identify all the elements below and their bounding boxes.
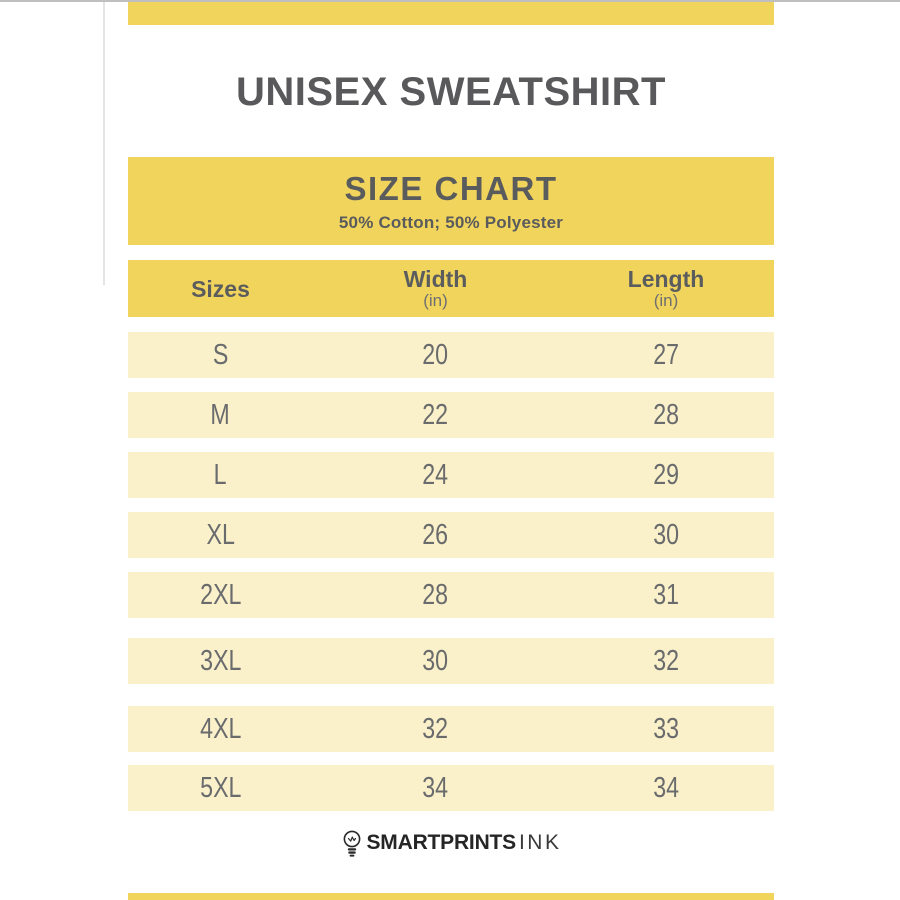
photo-edge-left-line (103, 2, 105, 285)
size-label: XL (206, 518, 235, 551)
length-header-label: Length (627, 266, 705, 292)
size-label: M (210, 398, 231, 431)
brand-name-light: INK (518, 831, 562, 854)
width-value: 26 (422, 518, 449, 551)
table-row: L 24 29 (128, 452, 774, 498)
width-unit-label: (in) (423, 291, 448, 310)
size-label: 4XL (199, 712, 242, 745)
table-row: 4XL 32 33 (128, 706, 774, 752)
lightbulb-icon (341, 829, 363, 858)
product-title: UNISEX SWEATSHIRT (235, 70, 666, 114)
width-value: 32 (422, 712, 449, 745)
width-header-label: Width (403, 266, 468, 292)
top-accent-bar (128, 2, 774, 25)
length-value: 27 (653, 338, 679, 371)
size-label: 2XL (199, 578, 242, 611)
photo-edge-top-line (0, 0, 900, 2)
table-header-row: Sizes Width (in) Length (in) (128, 260, 774, 317)
width-value: 20 (422, 338, 449, 371)
length-value: 30 (653, 518, 679, 551)
length-value: 31 (653, 578, 679, 611)
fabric-composition: 50% Cotton; 50% Polyester (338, 212, 564, 232)
length-value: 34 (653, 771, 679, 804)
column-header-width: Width (in) (313, 260, 558, 317)
size-label: L (214, 458, 227, 491)
size-chart-title: SIZE CHART (344, 169, 558, 207)
width-value: 24 (422, 458, 449, 491)
length-value: 33 (653, 712, 679, 745)
size-chart-sheet: UNISEX SWEATSHIRT SIZE CHART 50% Cotton;… (128, 0, 774, 859)
table-row: XL 26 30 (128, 512, 774, 558)
size-label: 5XL (199, 771, 242, 804)
brand-logo: SMARTPRINTS INK (128, 827, 774, 859)
width-value: 30 (422, 644, 449, 677)
table-row: S 20 27 (128, 332, 774, 378)
size-chart-banner: SIZE CHART 50% Cotton; 50% Polyester (128, 157, 774, 245)
table-row: 3XL 30 32 (128, 638, 774, 684)
size-label: 3XL (199, 644, 242, 677)
width-value: 22 (422, 398, 449, 431)
size-label: S (212, 338, 229, 371)
length-value: 32 (653, 644, 679, 677)
length-unit-label: (in) (653, 291, 679, 310)
table-row: 2XL 28 31 (128, 572, 774, 618)
length-value: 29 (653, 458, 679, 491)
width-value: 28 (422, 578, 449, 611)
bottom-accent-bar (128, 893, 774, 900)
brand-name-bold: SMARTPRINTS (366, 831, 517, 854)
width-value: 34 (422, 771, 449, 804)
length-value: 28 (653, 398, 679, 431)
table-row: 5XL 34 34 (128, 765, 774, 811)
table-row: M 22 28 (128, 392, 774, 438)
column-header-length: Length (in) (558, 260, 774, 317)
sizes-header-label: Sizes (191, 275, 250, 302)
column-header-sizes: Sizes (128, 260, 313, 317)
